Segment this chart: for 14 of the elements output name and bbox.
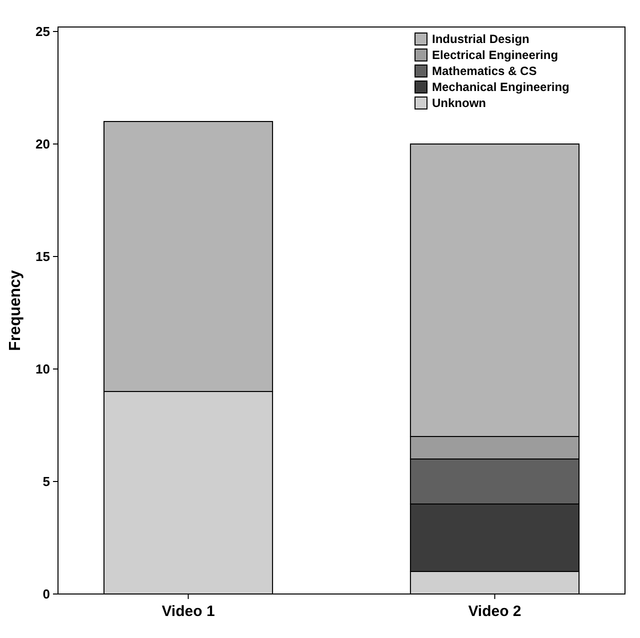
y-tick-label: 15	[36, 249, 50, 264]
y-tick-label: 5	[42, 474, 50, 490]
y-tick-label: 20	[36, 136, 50, 152]
legend-label: Mathematics & CS	[432, 64, 537, 78]
legend-label: Unknown	[432, 96, 486, 110]
y-tick-label: 25	[36, 24, 50, 40]
x-tick-label: Video 1	[162, 603, 215, 620]
y-axis-title: Frequency	[7, 270, 24, 351]
y-tick-label: 0	[42, 586, 50, 602]
legend-label: Mechanical Engineering	[432, 80, 570, 94]
x-tick-label: Video 2	[468, 603, 522, 620]
legend-label: Electrical Engineering	[432, 48, 558, 62]
y-tick-label: 10	[36, 362, 50, 377]
legend-label: Industrial Design	[432, 32, 530, 46]
